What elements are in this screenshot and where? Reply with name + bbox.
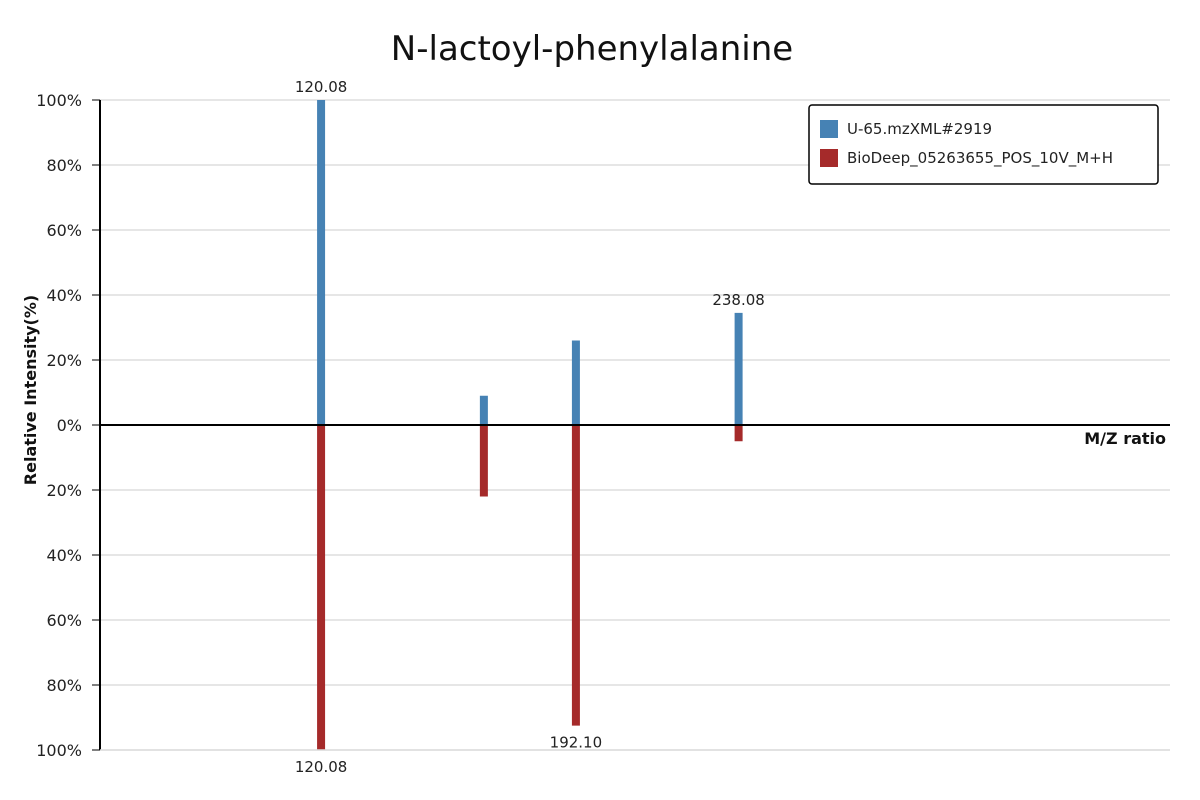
legend-box [808,104,1159,185]
legend: U-65.mzXML#2919 BioDeep_05263655_POS_10V_… [808,104,1159,185]
y-tick-label: 40% [46,286,82,305]
y-tick-label: 100% [36,91,82,110]
peak-bars [317,100,743,750]
reference-peak-bar [734,425,743,442]
sample-peak-bar [734,312,743,425]
axes [99,100,1170,751]
peak-label: 192.10 [550,734,603,752]
peak-label: 120.08 [295,758,348,776]
y-tick-label: 20% [46,351,82,370]
chart-title: N-lactoyl-phenylalanine [391,29,793,69]
y-tick-label: 60% [46,221,82,240]
y-tick-label: 80% [46,156,82,175]
x-axis-label: M/Z ratio [1084,429,1166,448]
y-tick-label: 40% [46,546,82,565]
peak-labels: 120.08 238.08 120.08 192.10 [295,78,765,776]
sample-peak-bar [479,395,488,425]
y-tick-label: 0% [57,416,82,435]
peak-label: 120.08 [295,78,348,96]
legend-swatch [820,149,838,167]
y-tick-label: 100% [36,741,82,760]
peak-label: 238.08 [712,291,765,309]
y-axis-label: Relative Intensity(%) [21,295,40,485]
legend-swatch [820,120,838,138]
legend-entry: BioDeep_05263655_POS_10V_M+H [847,149,1113,168]
y-tick-labels: 100% 80% 60% 40% 20% 0% 20% 40% 60% 80% 100% [36,91,100,760]
reference-peak-bar [479,425,488,497]
y-tick-label: 20% [46,481,82,500]
sample-peak-bar [317,100,326,425]
sample-peak-bar [571,340,580,425]
reference-peak-bar [571,425,580,726]
legend-entry: U-65.mzXML#2919 [847,120,992,138]
reference-peak-bar [317,425,326,750]
y-tick-label: 80% [46,676,82,695]
y-tick-label: 60% [46,611,82,630]
